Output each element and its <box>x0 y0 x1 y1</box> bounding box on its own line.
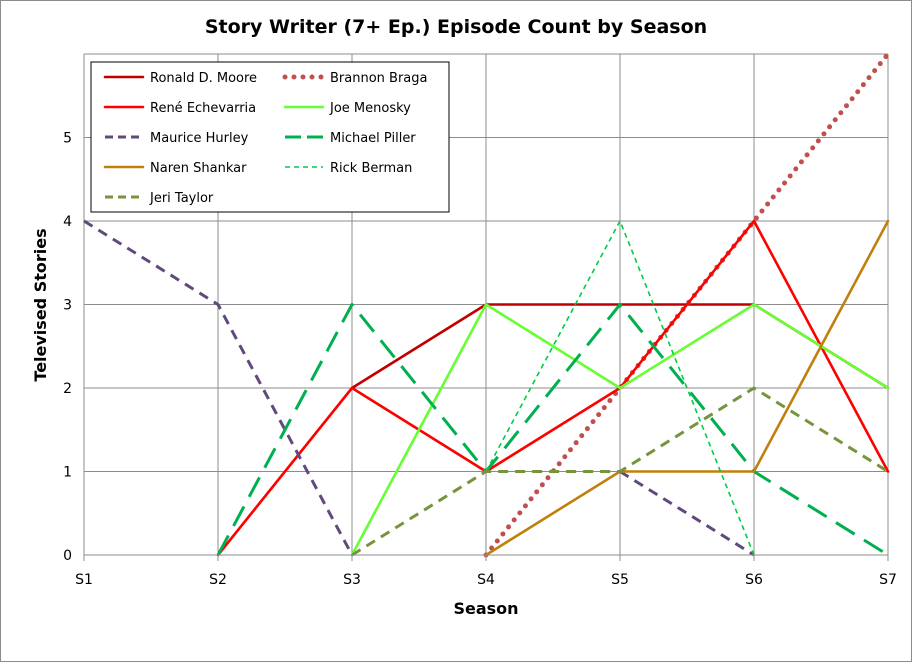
series-layer <box>83 51 891 558</box>
series-jeri-taylor <box>351 386 889 557</box>
legend-item: Brannon Braga <box>282 71 427 86</box>
y-tick-label: 3 <box>63 298 72 314</box>
x-tick-label: S2 <box>209 572 227 588</box>
x-tick-label: S4 <box>477 572 495 588</box>
axes: 0 1 2 3 4 5 S1 S2 S3 S4 S5 S6 S7 <box>63 131 897 589</box>
series-naren-shankar-line <box>484 219 890 557</box>
x-tick-label: S3 <box>343 572 361 588</box>
series-naren-shankar <box>484 219 890 557</box>
legend-label: Joe Menosky <box>329 101 411 116</box>
x-tick-label: S5 <box>611 572 629 588</box>
legend-item: René Echevarria <box>103 101 256 116</box>
legend-item: Michael Piller <box>285 131 416 146</box>
legend-item: Ronald D. Moore <box>103 71 257 86</box>
series-rene-echevarria <box>216 219 890 557</box>
series-joe-menosky <box>350 303 890 557</box>
legend: Ronald D. Moore Brannon Braga René Echevar… <box>90 61 450 213</box>
series-maurice-hurley-line <box>619 470 755 557</box>
legend-label: René Echevarria <box>150 101 256 116</box>
series-rene-echevarria-line <box>216 219 890 557</box>
x-tick-label: S6 <box>745 572 763 588</box>
y-axis-label: Televised Stories <box>31 228 50 381</box>
series-michael-piller <box>216 303 889 557</box>
legend-item: Naren Shankar <box>103 161 247 176</box>
series-joe-menosky-line <box>350 303 890 557</box>
series-maurice-hurley <box>83 219 755 557</box>
legend-item: Rick Berman <box>285 161 412 176</box>
y-tick-label: 2 <box>63 381 72 397</box>
legend-label: Brannon Braga <box>330 71 427 86</box>
legend-item: Joe Menosky <box>283 101 411 116</box>
legend-item: Maurice Hurley <box>105 131 249 146</box>
legend-label: Jeri Taylor <box>149 191 214 206</box>
y-tick-label: 1 <box>63 465 72 481</box>
series-rick-berman-line <box>485 220 755 556</box>
x-tick-label: S7 <box>879 572 897 588</box>
legend-label: Michael Piller <box>330 131 416 146</box>
legend-label: Naren Shankar <box>150 161 247 176</box>
legend-box <box>90 61 450 213</box>
series-rick-berman <box>485 220 755 556</box>
legend-label: Ronald D. Moore <box>150 71 257 86</box>
chart-title: Story Writer (7+ Ep.) Episode Count by S… <box>205 16 707 38</box>
y-tick-label: 0 <box>63 548 72 564</box>
legend-label: Maurice Hurley <box>150 131 249 146</box>
series-jeri-taylor-line <box>351 386 889 557</box>
x-tick-label: S1 <box>75 572 93 588</box>
x-axis-label: Season <box>453 599 518 618</box>
y-tick-label: 5 <box>63 131 72 147</box>
series-maurice-hurley-line <box>83 219 354 556</box>
legend-label: Rick Berman <box>330 161 412 176</box>
legend-item: Jeri Taylor <box>105 191 214 206</box>
y-tick-label: 4 <box>63 214 72 230</box>
series-michael-piller-line <box>216 303 889 557</box>
